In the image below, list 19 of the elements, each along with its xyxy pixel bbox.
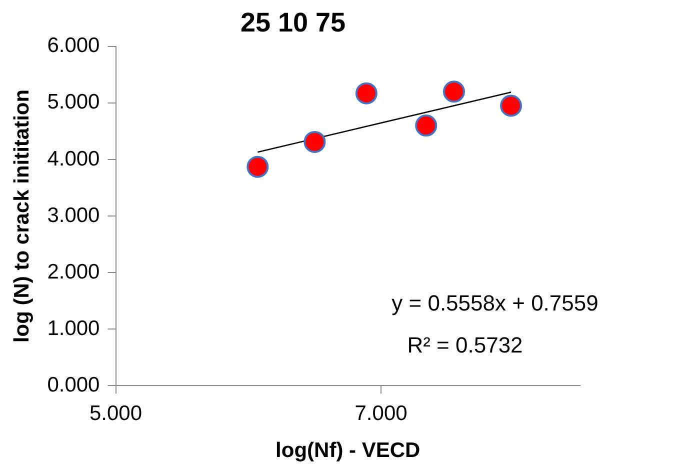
- point: [246, 156, 269, 178]
- y-tick-label: 5.000: [47, 90, 100, 114]
- y-tick-label: 2.000: [47, 260, 100, 284]
- annotation: R² = 0.5732: [407, 332, 523, 358]
- y-tick-label: 0.000: [47, 373, 100, 396]
- point: [355, 82, 378, 104]
- point: [304, 130, 326, 153]
- point: [500, 94, 522, 117]
- y-tick-label: 6.000: [47, 34, 100, 58]
- x-tick-label: 7.000: [354, 402, 408, 425]
- point: [415, 114, 438, 137]
- annotation: y = 0.5558x + 0.7559: [392, 290, 598, 316]
- x-axis-title: log(Nf) - VECD: [276, 439, 420, 462]
- point: [442, 80, 465, 103]
- y-axis-title: log (N) to crack inititation: [10, 89, 34, 343]
- y-tick-label: 1.000: [47, 316, 100, 340]
- chart-title: 25 10 75: [240, 8, 346, 38]
- y-tick-label: 3.000: [47, 204, 100, 227]
- y-tick-label: 4.000: [47, 147, 100, 170]
